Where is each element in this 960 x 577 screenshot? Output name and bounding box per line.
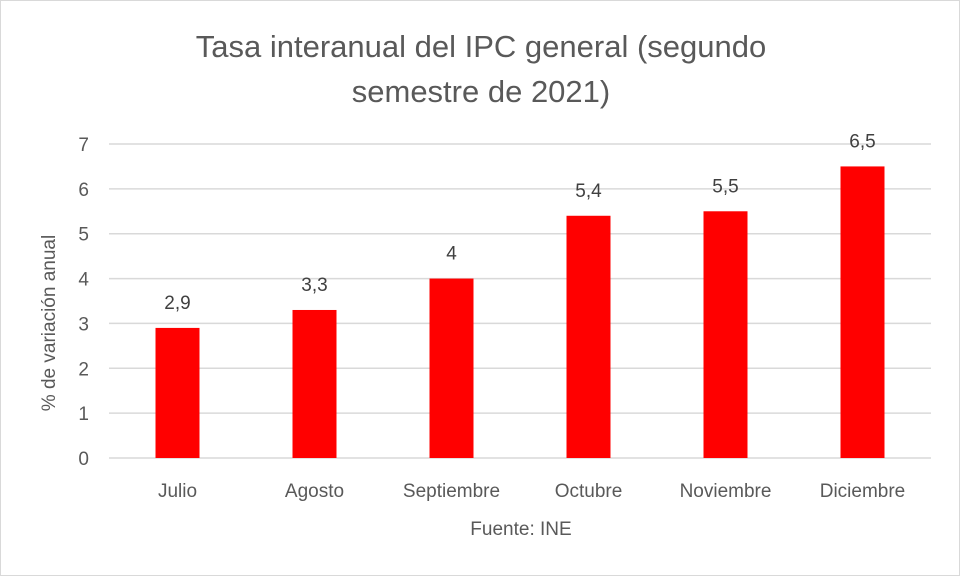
y-axis-ticks: 0 1 2 3 4 5 6 7 xyxy=(78,135,89,470)
data-label-noviembre: 5,5 xyxy=(712,176,738,197)
gridlines xyxy=(109,143,931,459)
data-label-diciembre: 6,5 xyxy=(849,131,875,152)
data-label-julio: 2,9 xyxy=(164,293,190,314)
y-tick-label-2: 2 xyxy=(78,359,89,380)
x-tick-label-octubre: Octubre xyxy=(555,481,623,502)
chart-title: Tasa interanual del IPC general (segundo… xyxy=(196,29,766,109)
x-axis-title: Fuente: INE xyxy=(470,519,571,540)
chart-title-line-1: Tasa interanual del IPC general (segundo xyxy=(196,29,766,64)
data-label-agosto: 3,3 xyxy=(301,275,327,296)
bar-septiembre xyxy=(429,278,474,458)
y-tick-label-3: 3 xyxy=(78,314,89,335)
x-tick-label-agosto: Agosto xyxy=(285,481,344,502)
y-tick-label-5: 5 xyxy=(78,225,89,246)
data-labels: 2,9 3,3 4 5,4 5,5 6,5 xyxy=(164,131,875,313)
x-axis-categories: Julio Agosto Septiembre Octubre Noviembre Dic… xyxy=(158,481,905,502)
x-tick-label-julio: Julio xyxy=(158,481,197,502)
x-tick-label-diciembre: Diciembre xyxy=(820,481,906,502)
chart-title-line-2: semestre de 2021) xyxy=(352,74,610,109)
y-tick-label-7: 7 xyxy=(78,135,89,156)
bar-diciembre xyxy=(840,166,885,458)
bar-noviembre xyxy=(703,211,748,458)
y-tick-label-4: 4 xyxy=(78,270,89,291)
x-tick-label-septiembre: Septiembre xyxy=(403,481,500,502)
bar-octubre xyxy=(566,215,611,458)
data-label-septiembre: 4 xyxy=(446,244,457,265)
bar-julio xyxy=(155,327,200,458)
y-tick-label-6: 6 xyxy=(78,180,89,201)
y-tick-label-0: 0 xyxy=(78,449,89,470)
y-axis-title: % de variación anual xyxy=(39,235,60,411)
bar-agosto xyxy=(292,309,337,458)
y-tick-label-1: 1 xyxy=(78,404,89,425)
bars xyxy=(155,166,885,458)
data-label-octubre: 5,4 xyxy=(575,181,602,202)
x-tick-label-noviembre: Noviembre xyxy=(680,481,772,502)
